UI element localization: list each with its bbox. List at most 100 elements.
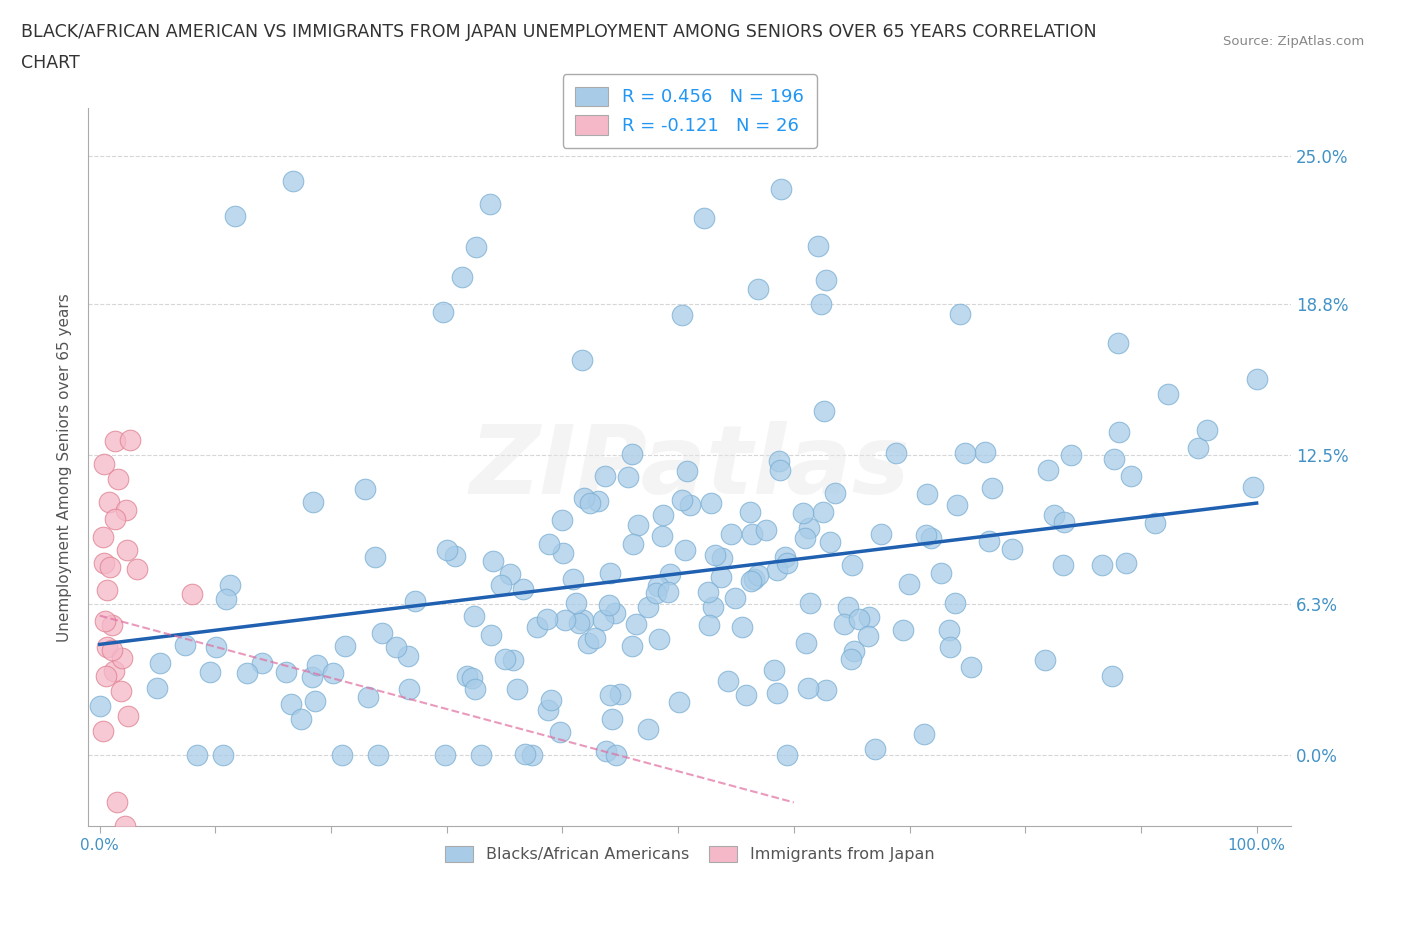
Point xyxy=(839,652,862,667)
Point xyxy=(599,687,621,702)
Point xyxy=(301,670,323,684)
Point xyxy=(479,196,502,211)
Point xyxy=(832,617,855,631)
Point xyxy=(576,635,599,650)
Point xyxy=(120,433,142,448)
Point xyxy=(1033,653,1056,668)
Point xyxy=(742,572,765,587)
Point xyxy=(891,622,914,637)
Point xyxy=(149,656,172,671)
Point xyxy=(304,694,326,709)
Point xyxy=(398,682,420,697)
Point xyxy=(598,598,620,613)
Point xyxy=(676,464,699,479)
Point xyxy=(605,747,627,762)
Point xyxy=(769,463,792,478)
Point xyxy=(814,683,837,698)
Point xyxy=(204,640,226,655)
Point xyxy=(451,270,474,285)
Point xyxy=(842,644,865,658)
Point xyxy=(520,747,543,762)
Point xyxy=(89,698,111,713)
Point xyxy=(813,404,835,418)
Point xyxy=(627,518,650,533)
Point xyxy=(939,640,962,655)
Point xyxy=(583,631,606,645)
Point xyxy=(551,512,574,527)
Point xyxy=(841,558,863,573)
Point xyxy=(114,819,136,834)
Point xyxy=(858,609,880,624)
Point xyxy=(404,593,426,608)
Point xyxy=(1102,452,1125,467)
Point xyxy=(605,605,627,620)
Point xyxy=(107,472,129,486)
Point xyxy=(884,445,907,460)
Point xyxy=(977,534,1000,549)
Point xyxy=(848,612,870,627)
Point xyxy=(465,240,488,255)
Point xyxy=(538,536,561,551)
Point xyxy=(103,663,125,678)
Point xyxy=(94,613,117,628)
Point xyxy=(693,211,716,226)
Text: ZIPatlas: ZIPatlas xyxy=(470,420,910,513)
Point xyxy=(960,659,983,674)
Point xyxy=(290,711,312,726)
Point xyxy=(305,658,328,672)
Point xyxy=(224,208,246,223)
Point xyxy=(571,352,593,367)
Point xyxy=(645,586,668,601)
Point xyxy=(740,505,762,520)
Point xyxy=(93,555,115,570)
Point xyxy=(456,669,478,684)
Point xyxy=(97,494,120,509)
Point xyxy=(586,494,609,509)
Point xyxy=(104,512,127,526)
Point xyxy=(702,600,724,615)
Point xyxy=(145,681,167,696)
Point xyxy=(574,490,596,505)
Point xyxy=(370,626,392,641)
Point xyxy=(600,712,623,727)
Point xyxy=(513,747,536,762)
Point xyxy=(537,702,560,717)
Point xyxy=(837,599,859,614)
Point xyxy=(526,619,548,634)
Point xyxy=(104,433,127,448)
Point xyxy=(301,495,323,510)
Point xyxy=(499,567,522,582)
Point xyxy=(943,596,966,611)
Point xyxy=(675,543,697,558)
Point xyxy=(1036,462,1059,477)
Point xyxy=(869,526,891,541)
Point xyxy=(367,747,389,762)
Point xyxy=(117,542,139,557)
Point xyxy=(637,600,659,615)
Point xyxy=(595,743,617,758)
Point xyxy=(1246,371,1268,386)
Point xyxy=(101,643,124,658)
Point xyxy=(127,561,149,576)
Point xyxy=(1107,336,1129,351)
Point xyxy=(671,493,693,508)
Point xyxy=(494,651,516,666)
Point xyxy=(815,273,838,288)
Point xyxy=(765,685,787,700)
Point xyxy=(679,498,702,512)
Point xyxy=(250,656,273,671)
Point xyxy=(115,503,138,518)
Point xyxy=(548,724,571,739)
Point xyxy=(810,297,832,312)
Point xyxy=(322,666,344,681)
Point xyxy=(620,638,643,653)
Point xyxy=(218,578,240,592)
Point xyxy=(212,747,235,762)
Point xyxy=(561,572,583,587)
Point xyxy=(1115,555,1137,570)
Point xyxy=(578,496,600,511)
Point xyxy=(770,181,793,196)
Point xyxy=(710,569,733,584)
Point xyxy=(186,747,208,762)
Text: CHART: CHART xyxy=(21,54,80,72)
